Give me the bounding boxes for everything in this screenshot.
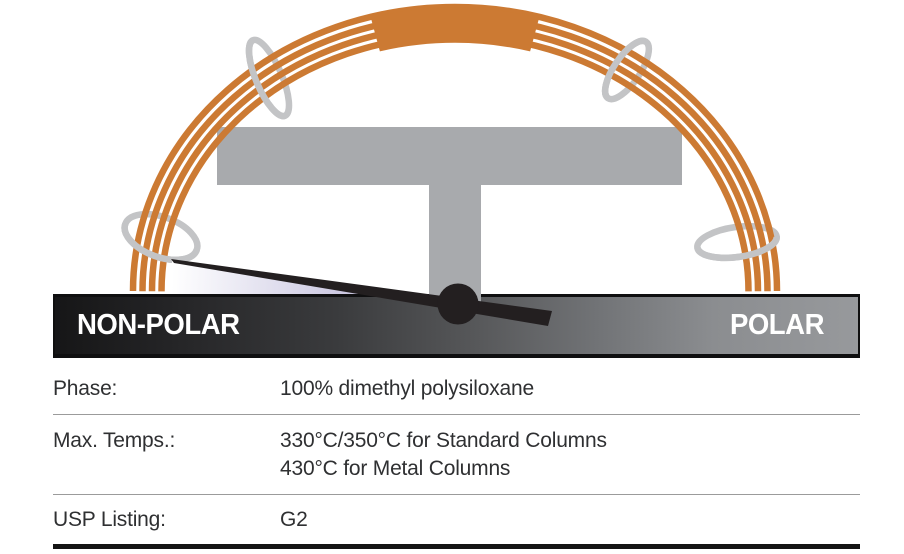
usp-listing-row-value: G2 xyxy=(280,508,308,531)
retaining-rings-front xyxy=(121,36,780,264)
spec-table: Phase: 100% dimethyl polysiloxane Max. T… xyxy=(53,358,860,549)
coil-merged-top xyxy=(370,7,540,52)
max-temps-line-2: 430°C for Metal Columns xyxy=(280,457,511,480)
max-temps-line-1: 330°C/350°C for Standard Columns xyxy=(280,429,607,452)
polar-label: POLAR xyxy=(729,309,825,341)
needle-pivot xyxy=(437,283,479,325)
column-coil xyxy=(129,3,781,292)
tee-support-crossbar xyxy=(217,127,682,185)
retaining-ring-2-front xyxy=(121,210,201,264)
phase-row-value: 100% dimethyl polysiloxane xyxy=(280,377,534,400)
usp-listing-row-label: USP Listing: xyxy=(53,508,166,531)
tee-support xyxy=(217,127,682,305)
retaining-ring-1-front xyxy=(245,36,293,120)
max-temps-row-value: 330°C/350°C for Standard Columns 430°C f… xyxy=(280,427,860,483)
table-row-phase: Phase: 100% dimethyl polysiloxane xyxy=(53,358,860,415)
coil-strand-1 xyxy=(129,3,781,292)
non-polar-label: NON-POLAR xyxy=(77,309,240,341)
retaining-ring-3-front xyxy=(601,37,653,103)
table-row-max-temps: Max. Temps.: 330°C/350°C for Standard Co… xyxy=(53,415,860,495)
column-illustration xyxy=(121,3,781,326)
table-row-usp-listing: USP Listing: G2 xyxy=(53,495,860,549)
phase-row-label: Phase: xyxy=(53,377,118,400)
max-temps-row-label: Max. Temps.: xyxy=(53,429,176,452)
retaining-ring-4-front xyxy=(694,222,780,262)
